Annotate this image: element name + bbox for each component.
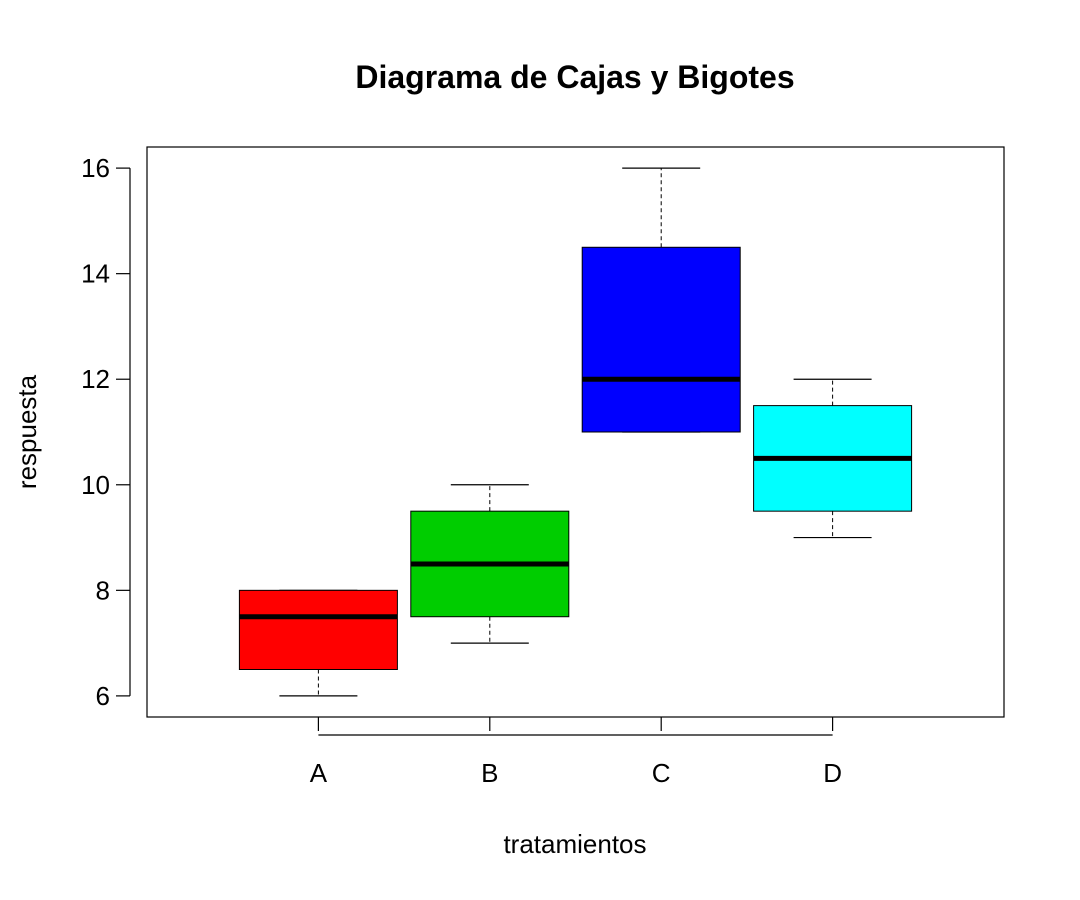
y-tick-label: 8 [96,575,110,605]
boxes-group [238,167,913,697]
box-D [753,378,913,539]
box-body [581,246,741,433]
chart-title: Diagrama de Cajas y Bigotes [355,59,794,95]
y-tick-label: 12 [81,364,110,394]
y-tick-label: 14 [81,259,110,289]
y-tick-label: 10 [81,470,110,500]
box-B [410,484,570,644]
x-axis: A B C D [310,717,842,788]
x-tick-label: A [310,758,328,788]
x-tick-label: D [823,758,842,788]
y-tick-label: 16 [81,153,110,183]
box-body [238,589,398,670]
x-tick-label: C [652,758,671,788]
plot-frame [146,146,1005,718]
y-axis-label: respuesta [12,374,42,489]
box-C [581,167,741,433]
x-tick-label: B [481,758,498,788]
y-tick-label: 6 [96,681,110,711]
box-A [238,589,398,697]
y-axis: 6 8 10 12 14 16 [81,153,131,711]
x-axis-label: tratamientos [503,829,646,859]
